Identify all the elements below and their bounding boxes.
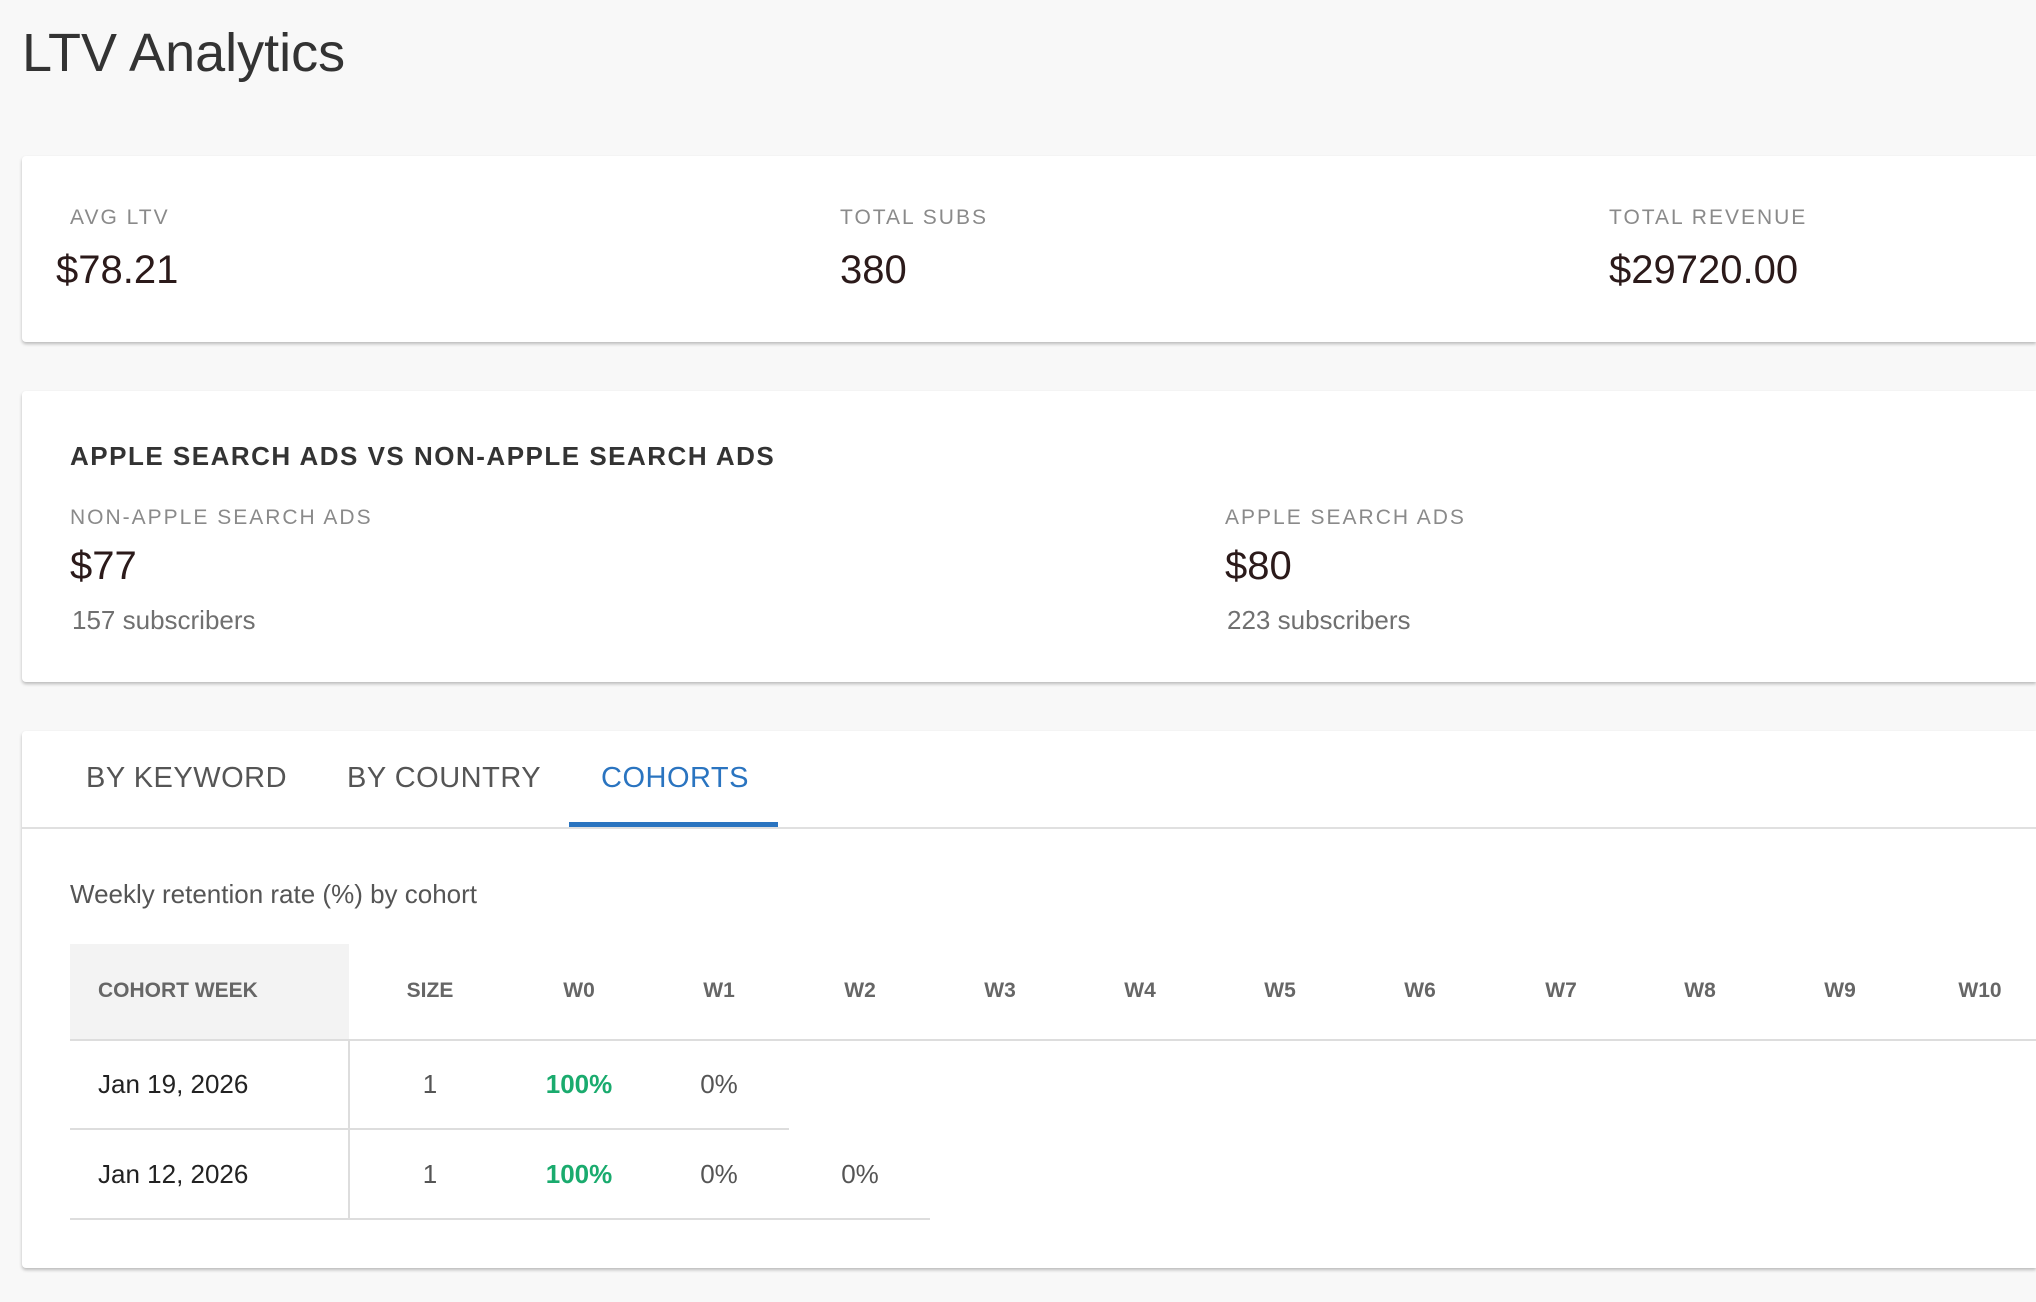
caption: Weekly retention rate (%) by cohort (70, 879, 478, 909)
column-header: W5 (1264, 979, 1296, 1002)
metric-value: 380 (840, 248, 907, 292)
column-header: COHORT WEEK (98, 979, 258, 1002)
group-subscribers: 223 subscribers (1227, 605, 1411, 635)
row-border (70, 1218, 930, 1220)
cell: 1 (422, 1069, 438, 1099)
metric-label: AVG LTV (70, 206, 170, 229)
row-border (70, 1128, 789, 1130)
column-header: W3 (984, 979, 1016, 1002)
metric-value: $78.21 (56, 248, 179, 292)
column-header: SIZE (406, 979, 454, 1002)
cell: 0% (700, 1159, 738, 1189)
comparison-card: APPLE SEARCH ADS VS NON-APPLE SEARCH ADS… (22, 391, 2036, 682)
tab[interactable]: BY COUNTRY (347, 762, 542, 794)
header-border (70, 1039, 2036, 1041)
cell: 0% (841, 1159, 879, 1189)
tab[interactable]: COHORTS (601, 762, 749, 794)
cell: 0% (700, 1069, 738, 1099)
cohort-week: Jan 19, 2026 (98, 1069, 249, 1099)
summary-card: AVG LTV $78.21 TOTAL SUBS 380 TOTAL REVENUE $… (22, 156, 2036, 342)
tab[interactable]: BY KEYWORD (86, 762, 288, 794)
column-header: W1 (703, 979, 735, 1002)
tabs-card: Weekly retention rate (%) by cohort BY K… (22, 731, 2036, 1268)
metric-value: $29720.00 (1609, 248, 1799, 292)
column-header: W7 (1545, 979, 1577, 1002)
group-label: APPLE SEARCH ADS (1225, 506, 1466, 529)
cohort-week: Jan 12, 2026 (98, 1159, 249, 1189)
column-header: W4 (1124, 979, 1156, 1002)
group-subscribers: 157 subscribers (72, 605, 256, 635)
header-cell-bg (70, 944, 349, 1039)
metric-label: TOTAL SUBS (840, 206, 988, 229)
column-header: W9 (1824, 979, 1856, 1002)
group-value: $80 (1225, 544, 1292, 588)
section-title: APPLE SEARCH ADS VS NON-APPLE SEARCH ADS (70, 441, 776, 471)
column-header: W8 (1684, 979, 1716, 1002)
column-header: W6 (1404, 979, 1436, 1002)
cell: 100% (545, 1159, 613, 1189)
column-header: W10 (1958, 979, 2002, 1002)
group-label: NON-APPLE SEARCH ADS (70, 506, 373, 529)
column-header: W0 (563, 979, 595, 1002)
cell: 100% (545, 1069, 613, 1099)
tab-indicator (569, 822, 778, 827)
metric-label: TOTAL REVENUE (1609, 206, 1808, 229)
tab-divider (22, 827, 2036, 829)
cell: 1 (422, 1159, 438, 1189)
group-value: $77 (70, 544, 137, 588)
column-header: W2 (844, 979, 876, 1002)
page-title: LTV Analytics (22, 23, 346, 83)
